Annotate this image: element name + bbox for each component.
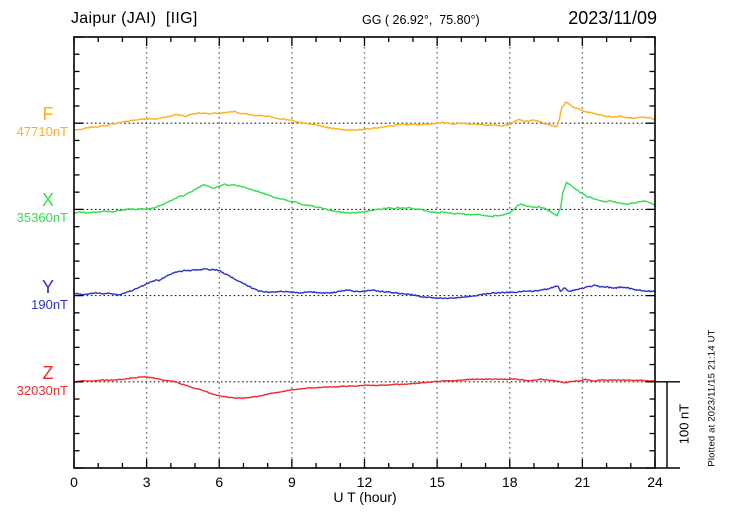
- plotted-at-note: Plotted at 2023/11/15 21:14 UT: [706, 329, 718, 467]
- plot-date: 2023/11/09: [568, 8, 657, 28]
- trace-baseline-value-Y: 190nT: [31, 296, 68, 312]
- station-title: Jaipur (JAI) [IIG]: [71, 10, 198, 27]
- trace-letter-X: X: [41, 190, 54, 211]
- trace-X: [73, 181, 656, 218]
- trace-letter-F: F: [42, 104, 54, 125]
- x-tick-label-24: 24: [647, 474, 663, 490]
- x-tick-label-0: 0: [70, 474, 78, 490]
- trace-baseline-value-X: 35360nT: [16, 210, 68, 226]
- x-tick-label-12: 12: [356, 474, 373, 490]
- x-axis-title: U T (hour): [333, 489, 397, 505]
- x-tick-label-18: 18: [501, 474, 518, 490]
- trace-baseline-value-F: 47710nT: [16, 124, 68, 140]
- x-tick-label-9: 9: [287, 474, 296, 490]
- scale-bar-label: 100 nT: [676, 403, 692, 445]
- x-tick-label-15: 15: [429, 474, 445, 490]
- x-tick-label-6: 6: [215, 474, 224, 490]
- trace-F: [73, 101, 656, 132]
- x-tick-label-3: 3: [142, 474, 151, 490]
- trace-Z: [73, 376, 656, 400]
- trace-letter-Y: Y: [41, 276, 54, 297]
- trace-Y: [73, 268, 656, 300]
- trace-letter-Z: Z: [42, 362, 54, 383]
- trace-baseline-value-Z: 32030nT: [16, 382, 68, 398]
- x-tick-label-21: 21: [574, 474, 591, 490]
- geographic-coords-label: GG ( 26.92°, 75.80°): [362, 13, 480, 27]
